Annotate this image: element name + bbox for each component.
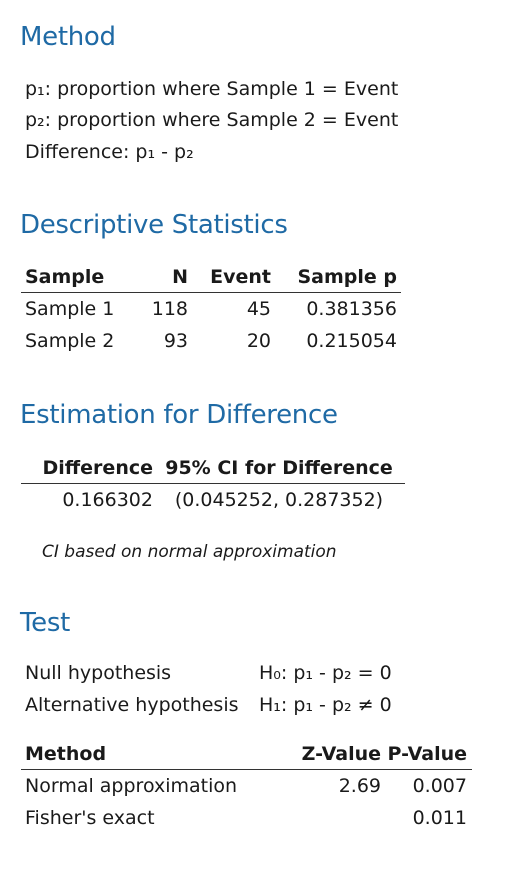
alternative-hypothesis-label: Alternative hypothesis — [25, 694, 239, 716]
method-title: Method — [20, 22, 116, 52]
estimation-header-difference: Difference — [21, 453, 153, 484]
descriptive-header-event: Event — [188, 262, 271, 293]
test-table: Method Z-Value P-Value Normal approximat… — [21, 739, 472, 834]
null-hypothesis-value: H₀: p₁ - p₂ = 0 — [259, 662, 392, 684]
estimation-header-ci: 95% CI for Difference — [153, 453, 405, 484]
test-method-cell: Normal approximation — [25, 775, 238, 797]
estimation-table: Difference 95% CI for Difference 0.16630… — [21, 453, 405, 516]
method-line-p1: p₁: proportion where Sample 1 = Event — [25, 78, 399, 100]
test-header-p-value: P-Value — [381, 739, 472, 770]
event-cell: 45 — [246, 298, 271, 320]
table-row: Sample 1 118 45 0.381356 — [21, 293, 401, 326]
ci-value: (0.045252, 0.287352) — [174, 489, 384, 511]
table-row: Normal approximation 2.69 0.007 — [21, 770, 472, 803]
descriptive-header-sample: Sample — [21, 262, 146, 293]
descriptive-header-sample-p: Sample p — [271, 262, 401, 293]
event-cell: 20 — [246, 330, 271, 352]
p-value-cell: 0.007 — [412, 775, 467, 797]
test-title: Test — [20, 608, 71, 638]
test-method-cell: Fisher's exact — [25, 807, 155, 829]
difference-value: 0.166302 — [62, 489, 153, 511]
descriptive-title: Descriptive Statistics — [20, 210, 288, 240]
descriptive-table: Sample N Event Sample p Sample 1 118 45 … — [21, 262, 401, 357]
method-line-difference: Difference: p₁ - p₂ — [25, 141, 194, 163]
n-cell: 118 — [151, 298, 188, 320]
estimation-title: Estimation for Difference — [20, 400, 338, 430]
test-header-method: Method — [21, 739, 261, 770]
estimation-header-row: Difference 95% CI for Difference — [21, 453, 405, 484]
null-hypothesis-label: Null hypothesis — [25, 662, 172, 684]
sample-p-cell: 0.215054 — [306, 330, 397, 352]
table-row: Fisher's exact 0.011 — [21, 802, 472, 834]
method-line-p2: p₂: proportion where Sample 2 = Event — [25, 109, 399, 131]
table-row: 0.166302 (0.045252, 0.287352) — [21, 484, 405, 517]
sample-name-cell: Sample 1 — [25, 298, 115, 320]
sample-p-cell: 0.381356 — [306, 298, 397, 320]
alternative-hypothesis-value: H₁: p₁ - p₂ ≠ 0 — [259, 694, 392, 716]
descriptive-header-row: Sample N Event Sample p — [21, 262, 401, 293]
sample-name-cell: Sample 2 — [25, 330, 115, 352]
p-value-cell: 0.011 — [412, 807, 467, 829]
descriptive-header-n: N — [146, 262, 188, 293]
test-header-z-value: Z-Value — [261, 739, 381, 770]
ci-note: CI based on normal approximation — [42, 542, 337, 562]
n-cell: 93 — [163, 330, 188, 352]
test-header-row: Method Z-Value P-Value — [21, 739, 472, 770]
z-value-cell: 2.69 — [338, 775, 381, 797]
table-row: Sample 2 93 20 0.215054 — [21, 325, 401, 357]
z-value-cell — [261, 802, 381, 834]
